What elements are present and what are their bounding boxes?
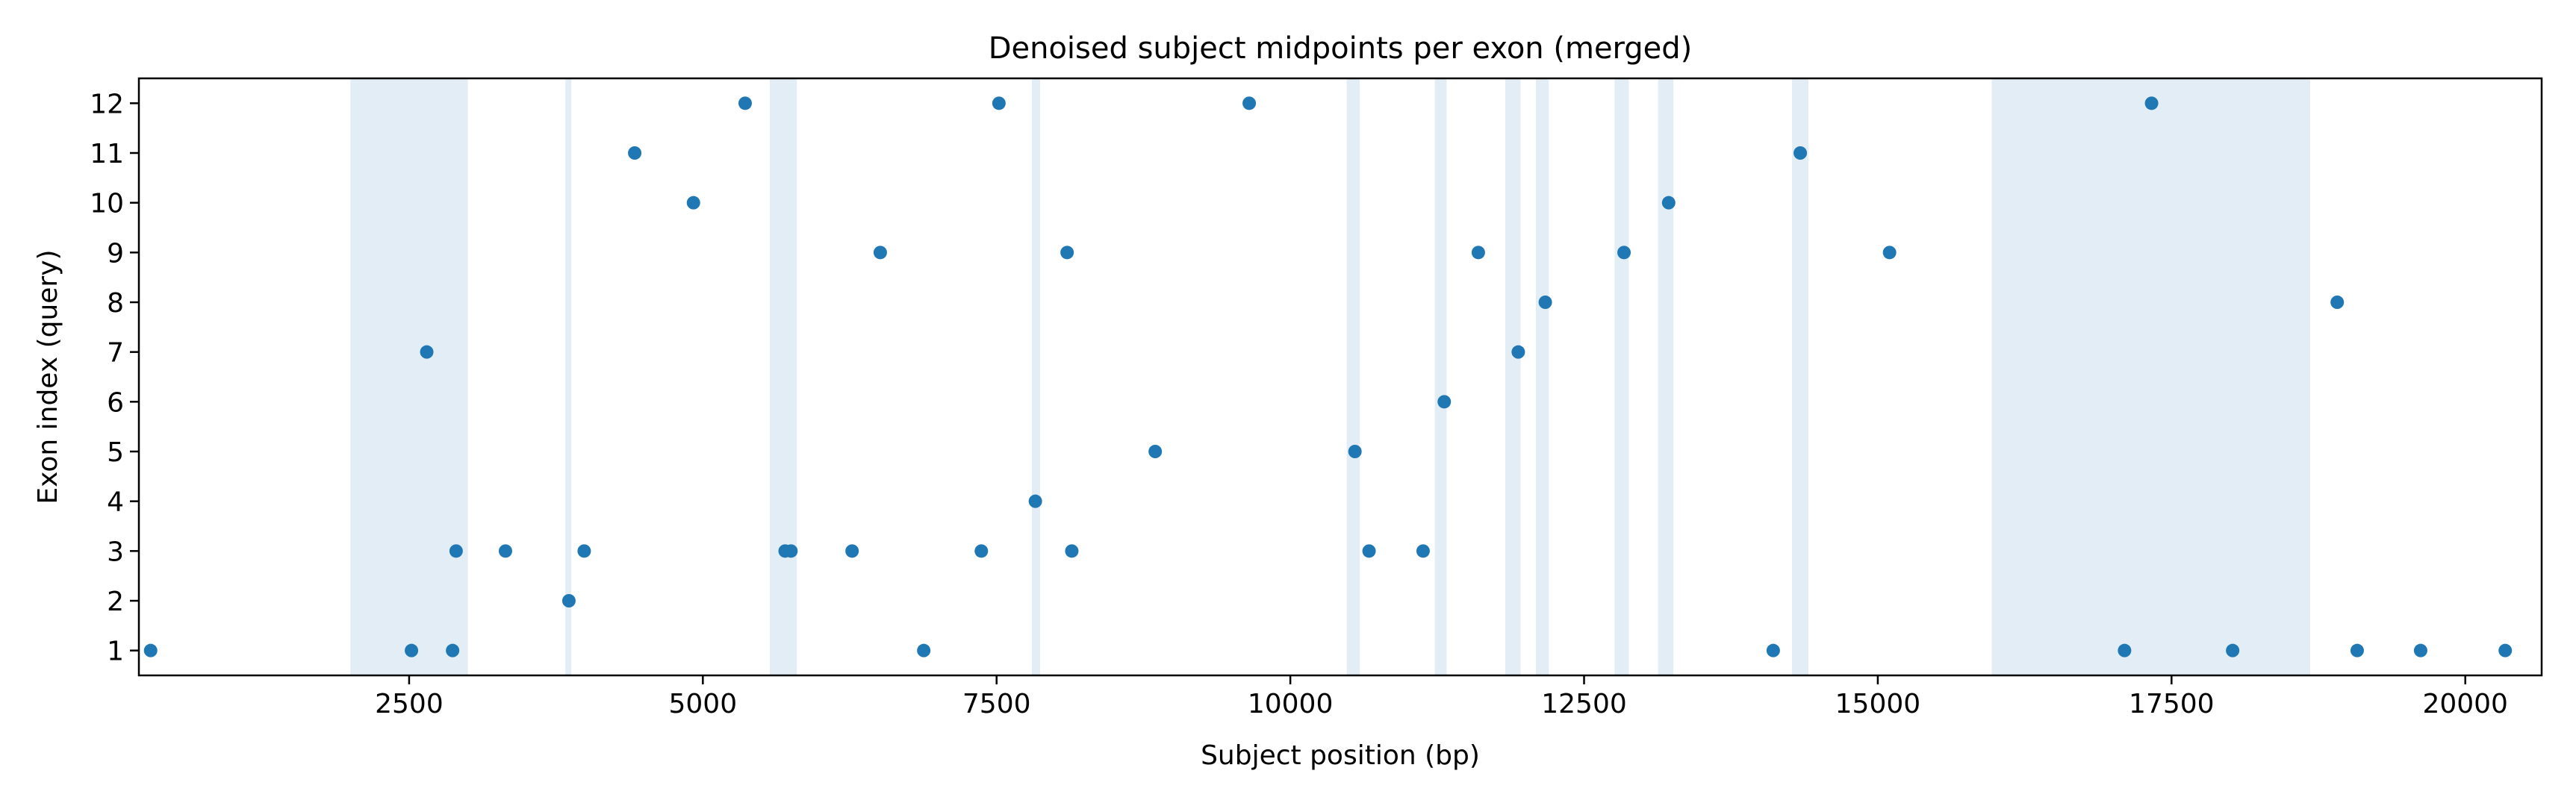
data-point: [1348, 445, 1362, 458]
data-point: [1882, 246, 1897, 260]
y-tick-label: 8: [107, 288, 124, 319]
data-point: [1617, 246, 1631, 260]
y-tick-label: 12: [90, 89, 124, 119]
x-tick-label: 5000: [669, 689, 738, 719]
data-point: [498, 544, 512, 558]
shaded-region: [1346, 78, 1360, 675]
data-points: [143, 96, 2513, 657]
data-point: [2413, 643, 2427, 657]
data-point: [628, 146, 642, 160]
shaded-regions: [350, 78, 2311, 675]
data-point: [1471, 246, 1485, 260]
chart-title: Denoised subject midpoints per exon (mer…: [989, 31, 1693, 66]
data-point: [2226, 643, 2240, 657]
x-tick-label: 15000: [1835, 689, 1921, 719]
data-point: [1538, 296, 1552, 309]
data-point: [873, 246, 887, 260]
data-point: [2144, 96, 2159, 110]
data-point: [2498, 643, 2513, 657]
x-tick-label: 10000: [1248, 689, 1334, 719]
data-point: [1416, 544, 1430, 558]
data-point: [1060, 246, 1074, 260]
y-tick-label: 3: [107, 537, 124, 567]
data-point: [1065, 544, 1079, 558]
y-tick-label: 1: [107, 637, 124, 667]
data-point: [917, 643, 931, 657]
data-point: [992, 96, 1006, 110]
data-point: [405, 643, 419, 657]
data-point: [784, 544, 798, 558]
shaded-region: [350, 78, 468, 675]
y-tick-label: 7: [107, 338, 124, 369]
y-tick-label: 10: [90, 189, 124, 219]
x-axis-label: Subject position (bp): [1201, 740, 1480, 771]
shaded-region: [1658, 78, 1674, 675]
data-point: [1766, 643, 1780, 657]
shaded-region: [1434, 78, 1447, 675]
shaded-region: [1536, 78, 1549, 675]
data-point: [143, 643, 158, 657]
data-point: [1511, 345, 1525, 359]
data-point: [1661, 196, 1676, 210]
y-tick-label: 5: [107, 437, 124, 468]
y-tick-label: 9: [107, 238, 124, 269]
y-axis-label: Exon index (query): [33, 249, 63, 504]
y-tick-label: 4: [107, 487, 124, 518]
x-tick-label: 20000: [2422, 689, 2508, 719]
data-point: [449, 544, 463, 558]
shaded-region: [565, 78, 572, 675]
data-point: [1793, 146, 1808, 160]
x-tick-label: 12500: [1541, 689, 1627, 719]
data-point: [1028, 494, 1042, 508]
x-axis-ticks: 2500 5000 7500 10000 12500 15000 17500 20000: [375, 675, 2508, 719]
data-point: [1242, 96, 1257, 110]
data-point: [738, 96, 752, 110]
data-point: [974, 544, 989, 558]
data-point: [561, 594, 576, 607]
y-tick-label: 2: [107, 587, 124, 617]
x-tick-label: 7500: [962, 689, 1031, 719]
shaded-region: [1991, 78, 2311, 675]
data-point: [1148, 445, 1163, 458]
shaded-region: [1031, 78, 1040, 675]
data-point: [2350, 643, 2364, 657]
shaded-region: [1614, 78, 1629, 675]
data-point: [686, 196, 700, 210]
data-point: [577, 544, 591, 558]
y-tick-label: 11: [90, 139, 124, 169]
data-point: [2118, 643, 2132, 657]
x-tick-label: 17500: [2129, 689, 2215, 719]
x-tick-label: 2500: [375, 689, 444, 719]
data-point: [845, 544, 859, 558]
plot-frame: [137, 77, 2543, 677]
shaded-region: [1505, 78, 1521, 675]
data-point: [1437, 395, 1452, 409]
y-tick-label: 6: [107, 387, 124, 418]
data-point: [420, 345, 434, 359]
shaded-region: [1792, 78, 1809, 675]
data-point: [2330, 296, 2345, 309]
data-point: [446, 643, 460, 657]
shaded-region: [770, 78, 797, 675]
data-point: [1362, 544, 1376, 558]
